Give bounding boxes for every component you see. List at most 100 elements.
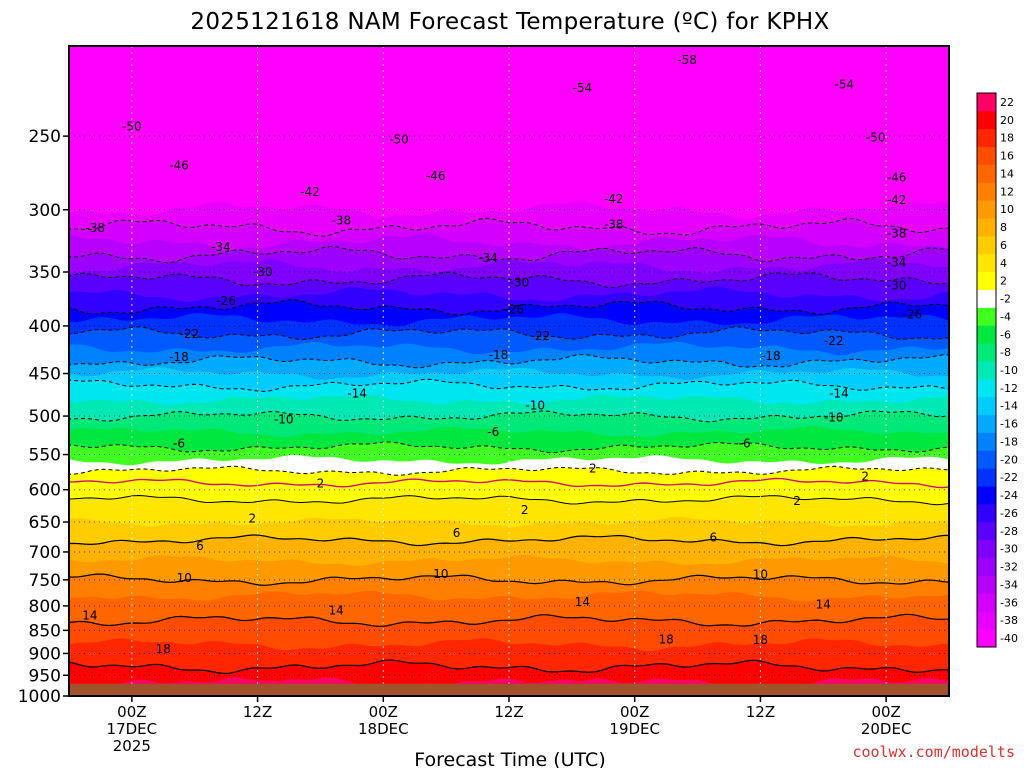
colorbar-swatch: [977, 414, 996, 433]
contour-label: 2: [793, 494, 801, 508]
colorbar-swatch: [977, 557, 996, 576]
y-tick-label: 500: [29, 407, 61, 427]
y-tick-label: 850: [29, 621, 61, 641]
below-ground-mask: [69, 683, 949, 696]
colorbar-tick-label: -34: [1000, 579, 1018, 592]
colorbar-swatch: [977, 289, 996, 308]
colorbar-swatch: [977, 343, 996, 362]
colorbar-tick-label: -6: [1000, 328, 1011, 341]
colorbar-swatch: [977, 200, 996, 219]
contour-label: -50: [122, 119, 142, 133]
contour-label: 14: [329, 603, 344, 617]
y-tick-label: 900: [29, 644, 61, 664]
contour-label: -42: [300, 185, 320, 199]
colorbar-swatch: [977, 164, 996, 183]
contour-label: -10: [525, 398, 545, 412]
colorbar-tick-label: 16: [1000, 150, 1014, 163]
colorbar-tick-label: -14: [1000, 400, 1018, 413]
y-axis: 250 300 350 400 450 500 550 600 650 700 750 800 850 9…: [18, 127, 69, 707]
x-tick-label: 2025: [113, 737, 151, 755]
contour-label: -38: [332, 213, 352, 227]
contour-label: 6: [196, 539, 204, 553]
x-tick-label: 12Z: [243, 703, 272, 721]
contour-label: -46: [887, 171, 907, 185]
y-tick-label: 650: [29, 513, 61, 533]
colorbar-tick-label: -22: [1000, 471, 1018, 484]
colorbar-swatch: [977, 146, 996, 165]
contour-label: -10: [824, 411, 844, 425]
colorbar-swatch: [977, 325, 996, 344]
contour-label: -34: [211, 240, 231, 254]
contour-label: -30: [253, 265, 273, 279]
contour-label: 14: [816, 597, 831, 611]
contour-label: -18: [489, 348, 509, 362]
contour-label: 2: [317, 477, 325, 491]
x-tick-label: 00Z: [871, 703, 900, 721]
contour-label: 14: [82, 608, 97, 622]
colorbar-swatch: [977, 611, 996, 630]
contour-label: -6: [173, 436, 185, 450]
temperature-contours: [69, 217, 949, 675]
y-tick-label: 300: [29, 201, 61, 221]
contour-label: -50: [389, 132, 409, 146]
plot-area: -58 -54 -54 -50 -50 -50 -46 -46 -46 -42 -42 -42 -38 -…: [69, 46, 949, 696]
colorbar-swatch: [977, 486, 996, 505]
y-tick-label: 800: [29, 597, 61, 617]
contour-label: 2: [589, 461, 597, 475]
colorbar-swatch: [977, 629, 996, 648]
contour-label: -10: [274, 412, 294, 426]
colorbar-tick-label: 6: [1000, 239, 1007, 252]
y-tick-label: 950: [29, 666, 61, 686]
contour-label: 2: [861, 470, 869, 484]
colorbar-swatch: [977, 128, 996, 148]
contour-label: -22: [824, 334, 844, 348]
contour-labels: -58 -54 -54 -50 -50 -50 -46 -46 -46 -42 -42 -42 -38 -…: [82, 53, 922, 656]
colorbar-swatch: [977, 218, 996, 237]
colorbar-frame: [976, 92, 997, 648]
colorbar-swatch: [977, 504, 996, 523]
contour-label: -46: [426, 169, 446, 183]
colorbar-swatch: [977, 521, 996, 541]
credit-link[interactable]: coolwx.com/modelts: [852, 743, 1015, 761]
contour-label: -54: [573, 81, 593, 95]
contour-label: -30: [887, 279, 907, 293]
colorbar-tick-label: 14: [1000, 167, 1014, 180]
x-tick-label: 00Z: [620, 703, 649, 721]
contour-label: -18: [761, 349, 781, 363]
contour-label: -14: [829, 387, 849, 401]
colorbar-swatch: [977, 307, 996, 326]
colorbar-swatch: [977, 271, 996, 290]
contour--6: [69, 441, 949, 454]
grid-lines: [69, 46, 949, 696]
contour-label: 10: [433, 567, 448, 581]
colorbar-swatch: [977, 593, 996, 612]
colorbar-tick-label: -40: [1000, 632, 1018, 645]
contour-label: -58: [677, 53, 697, 67]
y-tick-label: 600: [29, 481, 61, 501]
colorbar-tick-label: -36: [1000, 596, 1018, 609]
x-axis-label: Forecast Time (UTC): [414, 749, 605, 768]
chart-title: 2025121618 NAM Forecast Temperature (ºC)…: [190, 9, 829, 35]
colorbar-swatch: [977, 110, 996, 130]
colorbar-swatch: [977, 396, 996, 416]
contour-label: -42: [604, 192, 624, 206]
contour-label: -38: [604, 217, 624, 231]
y-tick-label: 350: [29, 263, 61, 283]
contour-label: 2: [249, 511, 257, 525]
x-tick-label: 00Z: [117, 703, 146, 721]
colorbar-tick-label: -26: [1000, 507, 1018, 520]
y-tick-label: 550: [29, 446, 61, 466]
contour-label: -18: [169, 350, 189, 364]
contour-label: -34: [887, 256, 907, 270]
contour--38: [69, 217, 949, 237]
colorbar-swatch: [977, 378, 996, 398]
colorbar-tick-label: 22: [1000, 96, 1014, 109]
contour--18: [69, 353, 949, 369]
contour-label: -6: [739, 436, 751, 450]
contour-label: -34: [478, 251, 498, 265]
contour-label: 2: [521, 503, 529, 517]
x-tick-label: 17DEC: [107, 720, 158, 738]
x-tick-label: 18DEC: [358, 720, 409, 738]
contour-label: -30: [510, 275, 530, 289]
